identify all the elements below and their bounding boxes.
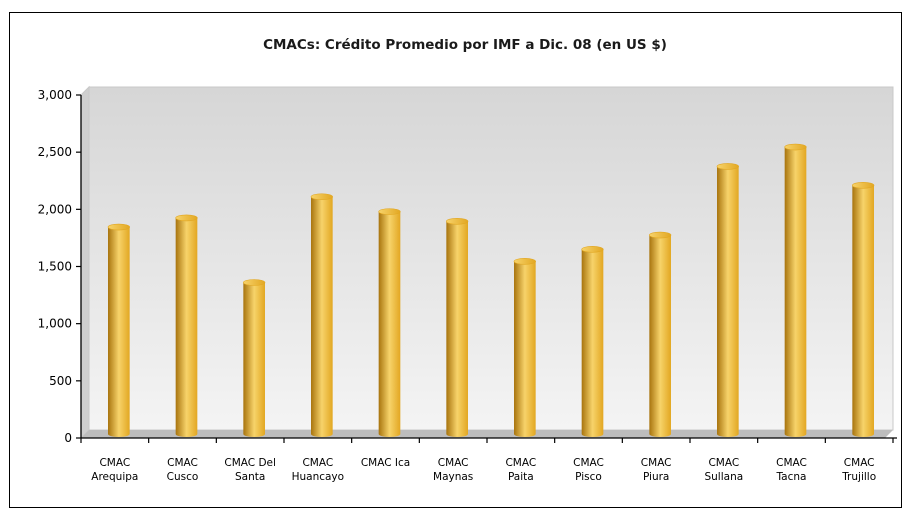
bar xyxy=(243,279,266,437)
bar-cap xyxy=(716,163,739,170)
x-tick-label: CMAC Piura xyxy=(641,457,672,483)
bar-cap xyxy=(852,182,875,189)
bar xyxy=(852,182,875,438)
bar-cap xyxy=(310,193,333,201)
y-tick-label: 3,000 xyxy=(38,88,72,102)
bar xyxy=(716,163,739,438)
x-tick-label: CMAC Sullana xyxy=(704,457,743,483)
bar-body xyxy=(514,261,536,437)
bar-body xyxy=(717,166,739,438)
x-tick-label: CMAC Trujillo xyxy=(841,457,876,483)
x-tick-label: CMAC Tacna xyxy=(776,457,807,483)
bar-cap xyxy=(784,143,807,151)
bar-cap xyxy=(581,246,604,253)
x-tick-label: CMAC Ica xyxy=(361,457,410,469)
bar-body xyxy=(311,196,333,437)
bar-cap xyxy=(446,218,469,225)
bar-body xyxy=(243,282,265,437)
bar-body xyxy=(649,235,671,438)
x-tick-label: CMAC Pisco xyxy=(573,457,604,483)
y-tick-label: 1,000 xyxy=(38,317,72,331)
chart-title: CMACs: Crédito Promedio por IMF a Dic. 0… xyxy=(263,37,667,53)
x-tick-label: CMAC Huancayo xyxy=(292,457,345,483)
y-tick-label: 2,500 xyxy=(38,145,72,159)
bar xyxy=(581,246,604,438)
bar-cap xyxy=(513,258,536,265)
plot-floor xyxy=(81,430,893,438)
bar-cap xyxy=(175,214,198,222)
bar xyxy=(107,223,130,437)
bar-cap xyxy=(649,231,672,239)
bar-body xyxy=(175,217,198,437)
bar xyxy=(784,143,807,438)
bar-body xyxy=(378,211,401,438)
y-tick-label: 1,500 xyxy=(38,260,72,274)
bar-body xyxy=(108,227,130,437)
x-tick-label: CMAC Del Santa xyxy=(224,457,276,483)
bar-body xyxy=(446,221,468,437)
bar-chart: CMACs: Crédito Promedio por IMF a Dic. 0… xyxy=(38,37,897,483)
bar xyxy=(446,218,469,437)
x-tick-label: CMAC Paita xyxy=(505,457,536,483)
y-tick-label: 2,000 xyxy=(38,202,72,216)
bar xyxy=(175,214,198,437)
bar-cap xyxy=(243,279,266,286)
y-tick-label: 0 xyxy=(64,431,72,445)
x-tick-label: CMAC Arequipa xyxy=(91,457,138,483)
bar xyxy=(378,208,401,438)
bar-body xyxy=(784,147,807,438)
bar-body xyxy=(852,185,874,438)
bar xyxy=(310,193,333,437)
bar xyxy=(513,258,536,437)
x-tick-label: CMAC Cusco xyxy=(167,457,199,483)
y-tick-label: 500 xyxy=(49,374,72,388)
plot-back-wall xyxy=(88,86,894,431)
bar-cap xyxy=(378,208,401,215)
x-tick-label: CMAC Maynas xyxy=(433,457,473,483)
chart-frame: CMACs: Crédito Promedio por IMF a Dic. 0… xyxy=(9,12,902,508)
plot-side-wall xyxy=(80,85,90,440)
bar xyxy=(649,231,672,438)
bar-cap xyxy=(107,223,130,231)
bar-body xyxy=(581,249,604,438)
